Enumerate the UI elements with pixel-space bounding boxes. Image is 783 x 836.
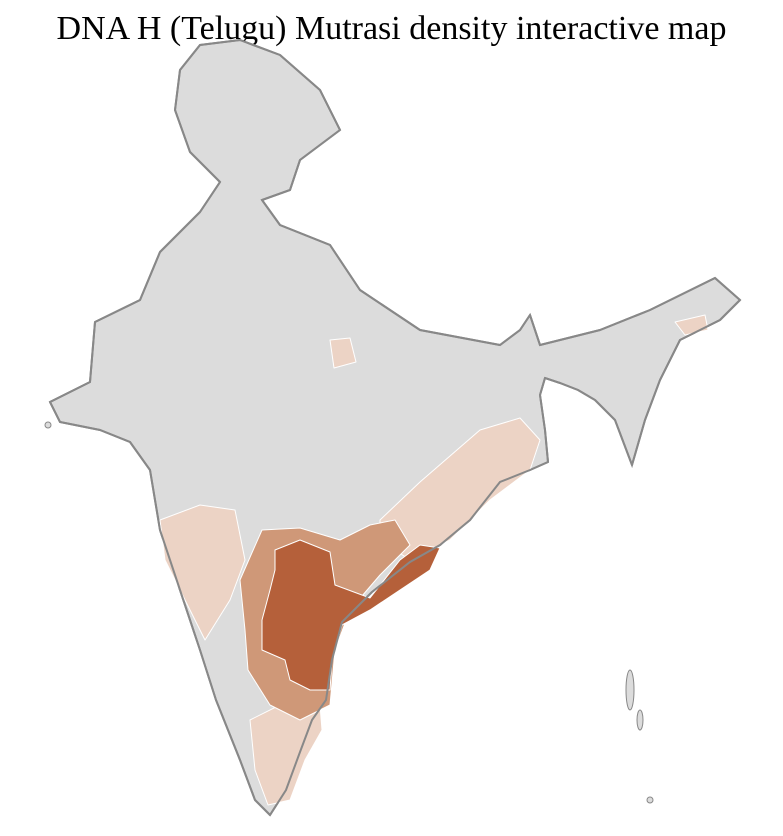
region-high-telangana-andhra[interactable]	[261, 539, 441, 691]
india-border	[48, 38, 742, 817]
region-low-karnataka[interactable]	[159, 504, 246, 641]
india-outline[interactable]	[49, 39, 741, 816]
island-2	[44, 421, 52, 429]
island-0	[625, 669, 635, 711]
region-low-up[interactable]	[329, 337, 357, 369]
island-1	[636, 709, 644, 731]
island-3	[646, 796, 654, 804]
map-title: DNA H (Telugu) Mutrasi density interacti…	[56, 10, 727, 47]
